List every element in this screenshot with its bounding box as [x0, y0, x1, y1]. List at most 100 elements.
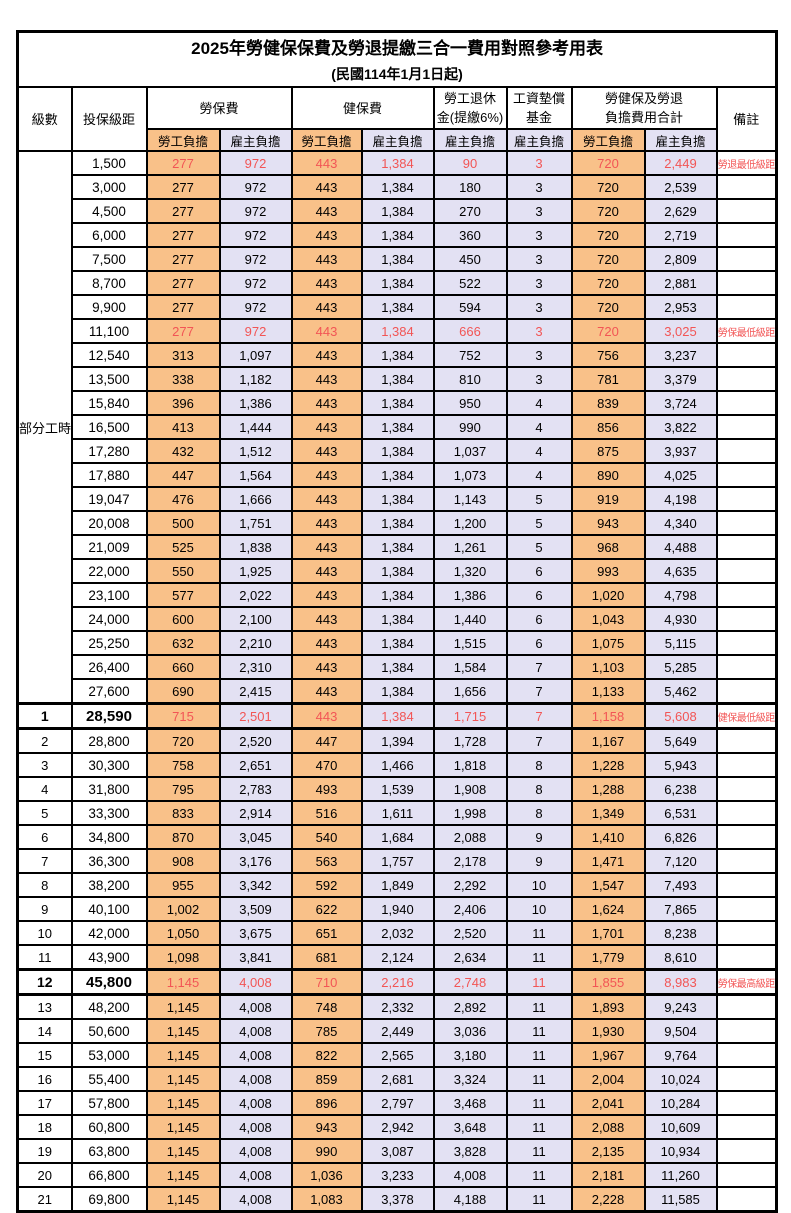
- total-employee-cell: 1,701: [570, 920, 646, 946]
- bracket-cell: 34,800: [70, 824, 148, 850]
- remark-cell: [715, 752, 778, 778]
- remark-cell: [715, 1018, 778, 1044]
- table-body: 部分工時 1,500 277 972 443 1,384 90 3 720 2,449 勞退最低級距…: [16, 150, 778, 1213]
- remark-cell: [715, 872, 778, 898]
- header-wage-fund: 工資墊償 基金: [505, 86, 573, 130]
- bracket-cell: 42,000: [70, 920, 148, 946]
- total-employer-cell: 3,379: [643, 366, 718, 392]
- labor-employer-cell: 1,751: [218, 510, 293, 536]
- labor-employee-cell: 833: [145, 800, 221, 826]
- pension-employer-cell: 1,143: [432, 486, 508, 512]
- labor-employer-cell: 972: [218, 198, 293, 224]
- fund-employer-cell: 4: [505, 390, 573, 416]
- level-cell: 16: [16, 1066, 73, 1092]
- pension-employer-cell: 752: [432, 342, 508, 368]
- bracket-cell: 50,600: [70, 1018, 148, 1044]
- total-employer-cell: 3,937: [643, 438, 718, 464]
- total-employee-cell: 2,088: [570, 1114, 646, 1140]
- bracket-cell: 36,300: [70, 848, 148, 874]
- total-employee-cell: 919: [570, 486, 646, 512]
- total-employer-cell: 8,610: [643, 944, 718, 971]
- total-employee-cell: 875: [570, 438, 646, 464]
- pension-employer-cell: 1,908: [432, 776, 508, 802]
- fund-employer-cell: 6: [505, 558, 573, 584]
- header-pension: 勞工退休 金(提繳6%): [432, 86, 508, 130]
- total-employer-cell: 2,953: [643, 294, 718, 320]
- total-employer-cell: 3,025: [643, 318, 718, 344]
- fund-employer-cell: 4: [505, 414, 573, 440]
- table-row: 13 48,200 1,145 4,008 748 2,332 2,892 11 1,893 9,…: [16, 993, 778, 1020]
- pension-employer-cell: 4,188: [432, 1186, 508, 1213]
- fund-employer-cell: 11: [505, 1114, 573, 1140]
- table-row: 13,500 338 1,182 443 1,384 810 3 781 3,379: [18, 366, 778, 392]
- fund-employer-cell: 5: [505, 510, 573, 536]
- remark-cell: [715, 558, 778, 584]
- fund-employer-cell: 11: [505, 1186, 573, 1213]
- pension-employer-cell: 2,178: [432, 848, 508, 874]
- total-employee-cell: 993: [570, 558, 646, 584]
- pension-employer-cell: 2,748: [432, 968, 508, 996]
- fund-employer-cell: 3: [505, 270, 573, 296]
- labor-employer-cell: 2,783: [218, 776, 293, 802]
- remark-cell: [715, 896, 778, 922]
- total-employee-cell: 1,103: [570, 654, 646, 680]
- fund-employer-cell: 4: [505, 462, 573, 488]
- table-row: 11 43,900 1,098 3,841 681 2,124 2,634 11 1,779 8,…: [16, 944, 778, 971]
- level-cell: 1: [16, 702, 73, 730]
- table-row: 4,500 277 972 443 1,384 270 3 720 2,629: [18, 198, 778, 224]
- level-cell: 8: [16, 872, 73, 898]
- labor-employer-cell: 1,925: [218, 558, 293, 584]
- level-cell: 9: [16, 896, 73, 922]
- header-wage-fund-line1: 工資墊償: [512, 91, 565, 106]
- remark-cell: 勞保最低級距: [715, 318, 778, 344]
- bracket-cell: 28,800: [70, 727, 148, 754]
- pension-employer-cell: 1,320: [432, 558, 508, 584]
- labor-employer-cell: 3,045: [218, 824, 293, 850]
- bracket-cell: 9,900: [70, 294, 148, 320]
- health-employer-cell: 1,539: [360, 776, 435, 802]
- bracket-cell: 26,400: [70, 654, 148, 680]
- pension-employer-cell: 4,008: [432, 1162, 508, 1188]
- total-employee-cell: 1,228: [570, 752, 646, 778]
- header-health-employee: 勞工負擔: [290, 128, 363, 152]
- table-row: 21,009 525 1,838 443 1,384 1,261 5 968 4,488: [18, 534, 778, 560]
- health-employee-cell: 540: [290, 824, 363, 850]
- total-employee-cell: 1,893: [570, 993, 646, 1020]
- labor-employee-cell: 476: [145, 486, 221, 512]
- total-employer-cell: 7,493: [643, 872, 718, 898]
- health-employee-cell: 443: [290, 630, 363, 656]
- labor-employer-cell: 972: [218, 318, 293, 344]
- total-employer-cell: 7,120: [643, 848, 718, 874]
- bracket-cell: 8,700: [70, 270, 148, 296]
- level-cell: 19: [16, 1138, 73, 1164]
- table-row: 2 28,800 720 2,520 447 1,394 1,728 7 1,167 5,649: [16, 727, 778, 754]
- health-employer-cell: 1,384: [360, 462, 435, 488]
- table-row: 4 31,800 795 2,783 493 1,539 1,908 8 1,288 6,238: [16, 776, 778, 802]
- bracket-cell: 20,008: [70, 510, 148, 536]
- bracket-cell: 43,900: [70, 944, 148, 971]
- labor-employer-cell: 4,008: [218, 1018, 293, 1044]
- labor-employer-cell: 1,182: [218, 366, 293, 392]
- health-employer-cell: 1,384: [360, 246, 435, 272]
- health-employee-cell: 443: [290, 558, 363, 584]
- health-employer-cell: 1,384: [360, 150, 435, 176]
- health-employee-cell: 443: [290, 702, 363, 730]
- health-employer-cell: 3,233: [360, 1162, 435, 1188]
- fund-employer-cell: 3: [505, 366, 573, 392]
- total-employer-cell: 5,649: [643, 727, 718, 754]
- labor-employee-cell: 870: [145, 824, 221, 850]
- total-employee-cell: 720: [570, 198, 646, 224]
- labor-employee-cell: 447: [145, 462, 221, 488]
- remark-cell: 勞退最低級距: [715, 150, 778, 176]
- health-employee-cell: 592: [290, 872, 363, 898]
- header-fund-employer: 雇主負擔: [505, 128, 573, 152]
- pension-employer-cell: 1,200: [432, 510, 508, 536]
- pension-employer-cell: 2,292: [432, 872, 508, 898]
- table-row: 3 30,300 758 2,651 470 1,466 1,818 8 1,228 5,943: [16, 752, 778, 778]
- bracket-cell: 25,250: [70, 630, 148, 656]
- pension-employer-cell: 990: [432, 414, 508, 440]
- total-employee-cell: 1,158: [570, 702, 646, 730]
- labor-employer-cell: 2,415: [218, 678, 293, 705]
- table-row: 23,100 577 2,022 443 1,384 1,386 6 1,020 4,798: [18, 582, 778, 608]
- total-employee-cell: 1,020: [570, 582, 646, 608]
